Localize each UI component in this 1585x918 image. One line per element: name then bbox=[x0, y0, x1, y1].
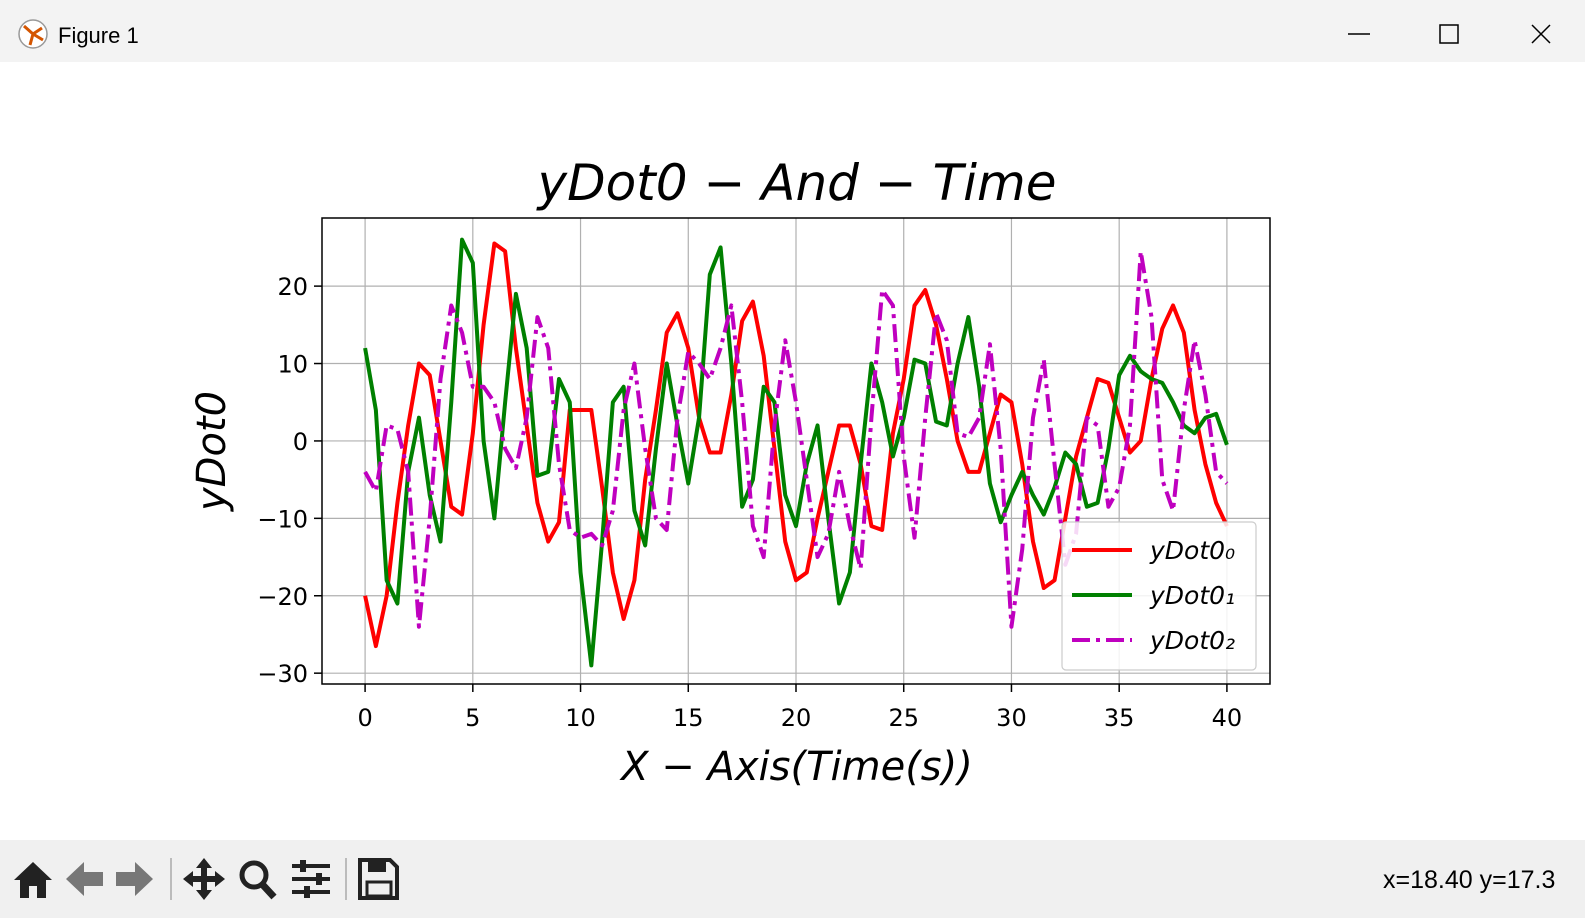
chart-title: yDot0 − And − Time bbox=[536, 154, 1057, 212]
legend-box bbox=[1061, 521, 1257, 671]
x-tick-label: 25 bbox=[888, 704, 919, 732]
window-title: Figure 1 bbox=[58, 23, 139, 48]
x-tick-label: 30 bbox=[996, 704, 1027, 732]
x-tick-label: 40 bbox=[1212, 704, 1243, 732]
zoom-button[interactable] bbox=[239, 860, 277, 900]
x-tick-label: 10 bbox=[565, 704, 596, 732]
x-axis-label: X − Axis(Time(s)) bbox=[619, 744, 973, 790]
plot-lines bbox=[363, 237, 1229, 668]
forward-button[interactable] bbox=[116, 862, 153, 896]
y-tick-label: 10 bbox=[277, 351, 308, 379]
status-text: x=18.40 y=17.3 bbox=[1383, 866, 1555, 894]
pan-button[interactable] bbox=[183, 858, 225, 900]
series-line bbox=[363, 249, 1229, 629]
y-tick-label: 20 bbox=[277, 273, 308, 301]
plot-frame bbox=[321, 217, 1271, 685]
x-tick-label: 35 bbox=[1104, 704, 1135, 732]
y-tick-label: −10 bbox=[257, 505, 308, 533]
home-button[interactable] bbox=[14, 862, 52, 898]
maximize-button[interactable] bbox=[1439, 24, 1459, 44]
app-icon bbox=[18, 19, 48, 49]
x-tick-label: 0 bbox=[357, 704, 372, 732]
legend-label: yDot0₂ bbox=[1149, 626, 1235, 655]
title-bar bbox=[0, 0, 1585, 62]
close-button[interactable] bbox=[1531, 24, 1551, 44]
series-line bbox=[363, 237, 1229, 668]
y-tick-label: −20 bbox=[257, 583, 308, 611]
series-line bbox=[363, 241, 1229, 649]
toolbar bbox=[0, 840, 1585, 918]
y-tick-label: 0 bbox=[293, 428, 308, 456]
x-tick-label: 15 bbox=[673, 704, 704, 732]
y-tick-label: −30 bbox=[257, 660, 308, 688]
legend-label: yDot0₀ bbox=[1149, 536, 1235, 565]
y-axis-label: yDot0 bbox=[189, 391, 235, 512]
back-button[interactable] bbox=[66, 862, 103, 896]
configure-button[interactable] bbox=[292, 860, 330, 898]
legend-label: yDot0₁ bbox=[1149, 581, 1235, 610]
toolbar-icons bbox=[14, 858, 399, 900]
x-tick-label: 20 bbox=[781, 704, 812, 732]
save-button[interactable] bbox=[358, 858, 399, 900]
x-tick-label: 5 bbox=[465, 704, 480, 732]
legend: yDot0₀ yDot0₁ yDot0₂ bbox=[1061, 521, 1257, 671]
